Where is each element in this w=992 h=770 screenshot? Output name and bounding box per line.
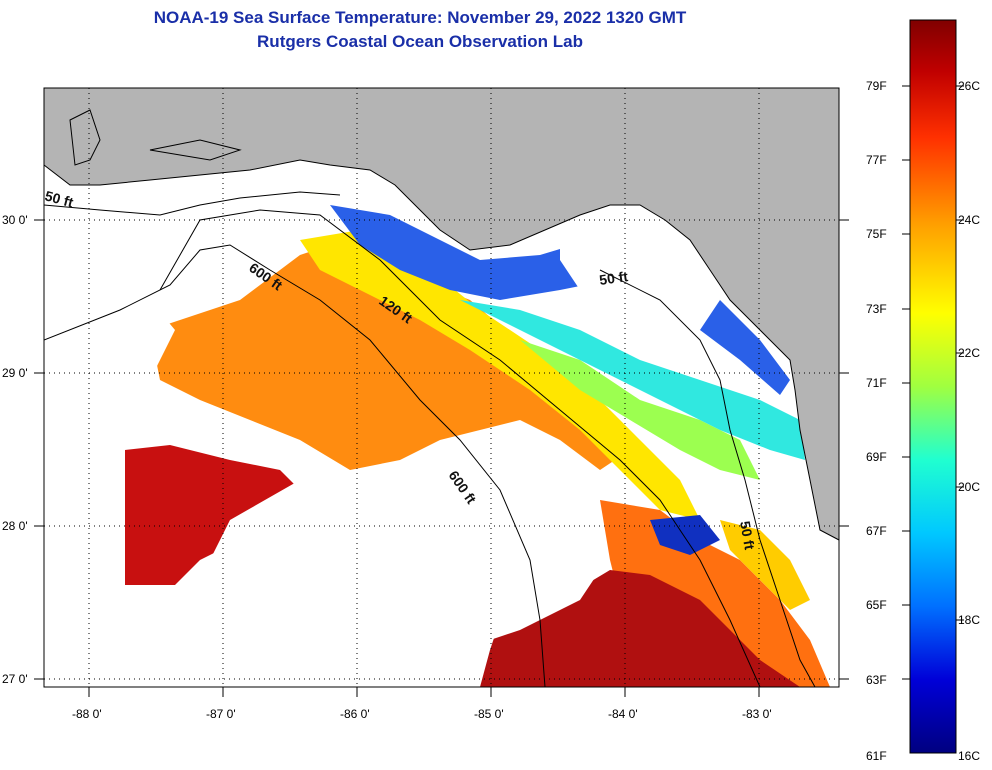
colorbar: [909, 19, 957, 754]
cloud-patch-west: [44, 300, 175, 460]
colorbar-f-61: 61F: [866, 749, 887, 763]
isobath-50ft-east: [599, 269, 816, 687]
map-title: NOAA-19 Sea Surface Temperature: Novembe…: [153, 8, 687, 27]
colorbar-f-69: 69F: [866, 450, 887, 464]
coastline: [44, 159, 839, 541]
bay-outline: [69, 109, 242, 166]
contour-label-50ft-bigbend: 50 ft: [598, 268, 629, 288]
colorbar-c-22: 22C: [958, 346, 980, 360]
colorbar-c-18: 18C: [958, 613, 980, 627]
lat-label-27: 27 0': [2, 672, 28, 686]
isobath-600ft: [44, 244, 546, 687]
isobath-50ft-west: [44, 191, 341, 216]
lat-label-28: 28 0': [2, 519, 28, 533]
lon-label-83: -83 0': [742, 707, 772, 721]
lon-label-84: -84 0': [608, 707, 638, 721]
sst-patch-yellow-southeast: [720, 520, 810, 610]
land-mass: [44, 88, 839, 540]
colorbar-c-20: 20C: [958, 480, 980, 494]
colorbar-f-73: 73F: [866, 302, 887, 316]
lon-label-85: -85 0': [474, 707, 504, 721]
sst-patch-green-nearshore: [520, 340, 760, 480]
sst-patch-blue-coast: [330, 205, 790, 395]
sst-patch-orange-central: [150, 235, 630, 470]
colorbar-ticks: [902, 85, 964, 680]
sst-patch-red-south: [480, 570, 800, 687]
colorbar-f-65: 65F: [866, 598, 887, 612]
sst-patch-cyan-bigbend: [460, 300, 805, 460]
sst-map: [44, 88, 839, 687]
contour-label-50ft-east: 50 ft: [737, 520, 758, 551]
map-subtitle: Rutgers Coastal Ocean Observation Lab: [257, 32, 583, 51]
colorbar-c-labels: 26C 24C 22C 20C 18C 16C: [958, 79, 980, 763]
map-ticks: [34, 219, 849, 697]
lon-label-88: -88 0': [72, 707, 102, 721]
contour-label-50ft-west: 50 ft: [43, 187, 75, 210]
colorbar-f-63: 63F: [866, 673, 887, 687]
colorbar-c-24: 24C: [958, 213, 980, 227]
sst-patch-blue-small: [650, 515, 720, 555]
colorbar-f-67: 67F: [866, 524, 887, 538]
cloud-patch-bigbend: [560, 210, 720, 330]
lon-label-86: -86 0': [340, 707, 370, 721]
sst-patch-yellow-shelf: [300, 230, 700, 520]
lat-label-30: 30 0': [2, 213, 28, 227]
isobath-120ft: [159, 209, 761, 687]
colorbar-c-26: 26C: [958, 79, 980, 93]
lat-label-29: 29 0': [2, 366, 28, 380]
lon-label-87: -87 0': [206, 707, 236, 721]
colorbar-f-75: 75F: [866, 227, 887, 241]
sst-patch-red-west: [125, 445, 310, 585]
colorbar-c-16: 16C: [958, 749, 980, 763]
colorbar-f-labels: 79F 77F 75F 73F 71F 69F 67F 65F 63F 61F: [866, 79, 887, 763]
colorbar-f-79: 79F: [866, 79, 887, 93]
colorbar-f-77: 77F: [866, 153, 887, 167]
colorbar-f-71: 71F: [866, 376, 887, 390]
map-frame: [43, 87, 840, 688]
